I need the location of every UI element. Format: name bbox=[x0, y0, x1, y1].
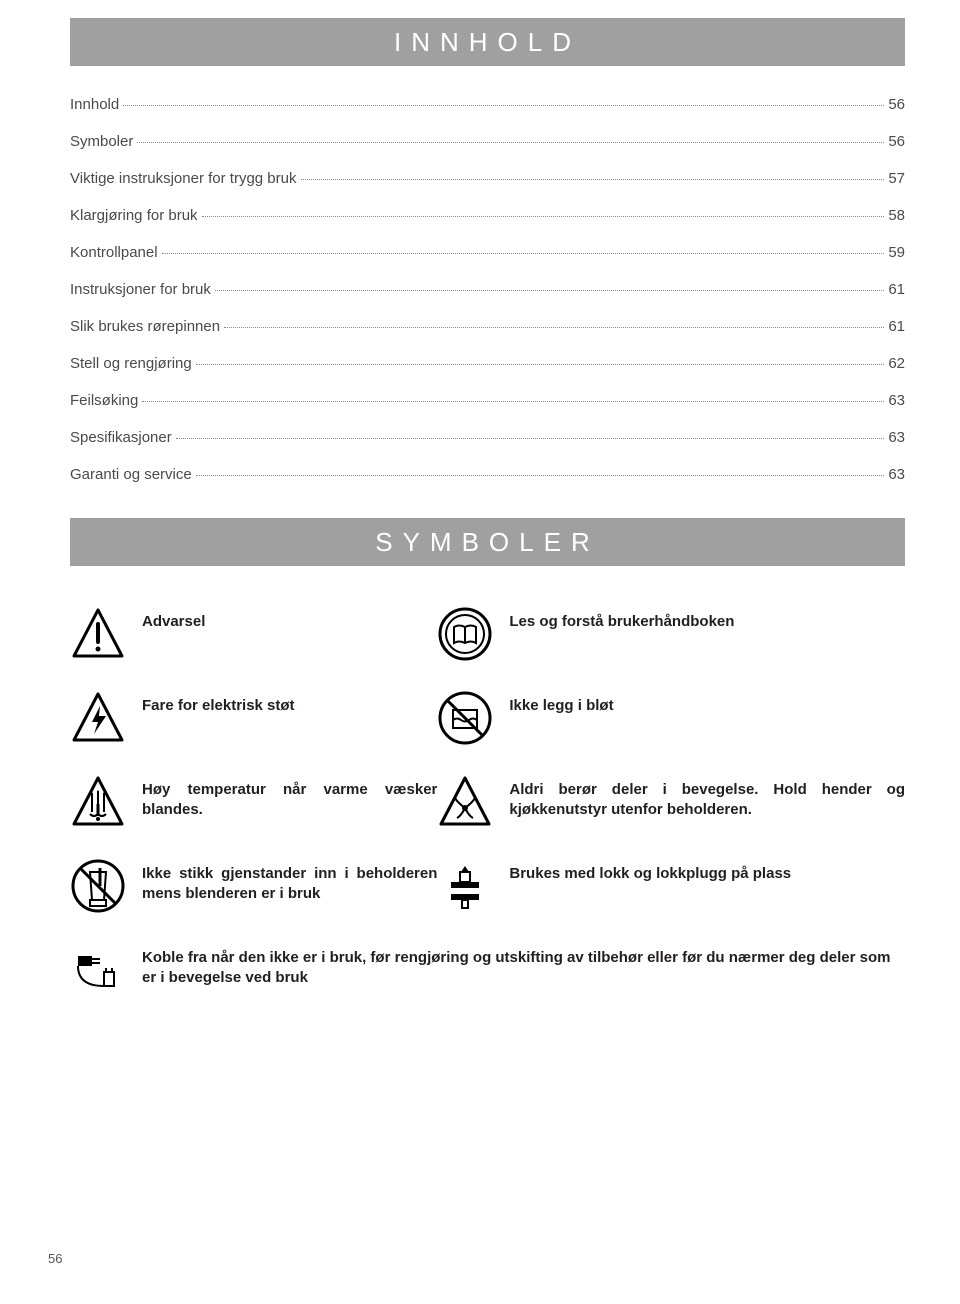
toc-page: 56 bbox=[888, 96, 905, 113]
toc-label: Slik brukes rørepinnen bbox=[70, 318, 220, 335]
toc-page: 57 bbox=[888, 170, 905, 187]
toc-dots bbox=[162, 253, 885, 254]
toc-page: 61 bbox=[888, 281, 905, 298]
use-with-lid-icon bbox=[437, 858, 493, 914]
toc-page: 63 bbox=[888, 392, 905, 409]
toc-dots bbox=[202, 216, 885, 217]
symbol-label: Koble fra når den ikke er i bruk, før re… bbox=[142, 942, 905, 989]
toc-page: 58 bbox=[888, 207, 905, 224]
toc-label: Kontrollpanel bbox=[70, 244, 158, 261]
moving-parts-icon bbox=[437, 774, 493, 830]
toc-dots bbox=[196, 364, 885, 365]
toc-row: Kontrollpanel 59 bbox=[70, 244, 905, 261]
toc-dots bbox=[137, 142, 884, 143]
toc-page: 62 bbox=[888, 355, 905, 372]
toc-page: 61 bbox=[888, 318, 905, 335]
toc-row: Spesifikasjoner 63 bbox=[70, 429, 905, 446]
toc-dots bbox=[176, 438, 885, 439]
toc-page: 63 bbox=[888, 429, 905, 446]
symbol-label: Ikke legg i bløt bbox=[509, 690, 613, 716]
toc-row: Symboler 56 bbox=[70, 133, 905, 150]
toc-row: Klargjøring for bruk 58 bbox=[70, 207, 905, 224]
read-manual-icon bbox=[437, 606, 493, 662]
toc-row: Garanti og service 63 bbox=[70, 466, 905, 483]
toc-row: Instruksjoner for bruk 61 bbox=[70, 281, 905, 298]
tab-stub bbox=[70, 18, 230, 36]
toc-label: Viktige instruksjoner for trygg bruk bbox=[70, 170, 297, 187]
unplug-icon bbox=[70, 942, 126, 998]
toc-label: Stell og rengjøring bbox=[70, 355, 192, 372]
toc-label: Klargjøring for bruk bbox=[70, 207, 198, 224]
toc-dots bbox=[215, 290, 884, 291]
toc-row: Stell og rengjøring 62 bbox=[70, 355, 905, 372]
table-of-contents: Innhold 56 Symboler 56 Viktige instruksj… bbox=[70, 96, 905, 483]
symbol-label: Advarsel bbox=[142, 606, 205, 632]
warning-icon bbox=[70, 606, 126, 662]
no-immerse-icon bbox=[437, 690, 493, 746]
symbol-label: Les og forstå brukerhåndboken bbox=[509, 606, 734, 632]
symbol-label: Ikke stikk gjenstander inn i beholderen … bbox=[142, 858, 437, 905]
symbol-label: Høy temperatur når varme væsker blandes. bbox=[142, 774, 437, 821]
toc-dots bbox=[123, 105, 884, 106]
toc-label: Feilsøking bbox=[70, 392, 138, 409]
symbol-label: Fare for elektrisk støt bbox=[142, 690, 295, 716]
electric-shock-icon bbox=[70, 690, 126, 746]
toc-page: 56 bbox=[888, 133, 905, 150]
toc-dots bbox=[142, 401, 884, 402]
toc-label: Instruksjoner for bruk bbox=[70, 281, 211, 298]
toc-label: Symboler bbox=[70, 133, 133, 150]
toc-page: 59 bbox=[888, 244, 905, 261]
section-bar-symboler: SYMBOLER bbox=[70, 518, 905, 566]
toc-label: Garanti og service bbox=[70, 466, 192, 483]
high-temperature-icon bbox=[70, 774, 126, 830]
page-number: 56 bbox=[48, 1251, 62, 1266]
symbol-label: Aldri berør deler i bevegelse. Hold hend… bbox=[509, 774, 905, 821]
section-title-innhold: INNHOLD bbox=[394, 27, 581, 58]
symbol-label: Brukes med lokk og lokkplugg på plass bbox=[509, 858, 791, 884]
toc-dots bbox=[224, 327, 884, 328]
toc-label: Innhold bbox=[70, 96, 119, 113]
toc-dots bbox=[196, 475, 885, 476]
toc-row: Viktige instruksjoner for trygg bruk 57 bbox=[70, 170, 905, 187]
symbol-grid: Advarsel Les og forstå brukerhåndboken F… bbox=[70, 606, 905, 998]
section-title-symboler: SYMBOLER bbox=[375, 527, 600, 558]
toc-row: Innhold 56 bbox=[70, 96, 905, 113]
toc-dots bbox=[301, 179, 885, 180]
toc-row: Slik brukes rørepinnen 61 bbox=[70, 318, 905, 335]
toc-label: Spesifikasjoner bbox=[70, 429, 172, 446]
toc-page: 63 bbox=[888, 466, 905, 483]
toc-row: Feilsøking 63 bbox=[70, 392, 905, 409]
no-insert-objects-icon bbox=[70, 858, 126, 914]
